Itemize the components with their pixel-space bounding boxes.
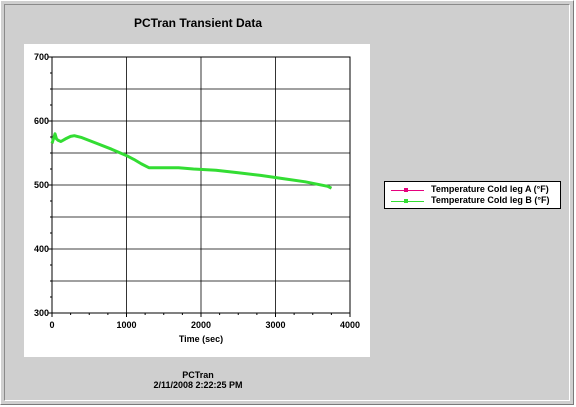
window-inner-bevel (4, 4, 570, 401)
x-tick-label: 0 (49, 320, 54, 330)
x-tick-label: 2000 (191, 320, 211, 330)
y-tick-label: 300 (34, 308, 49, 318)
x-tick-label: 3000 (265, 320, 285, 330)
footer-app-name: PCTran (182, 370, 214, 380)
footer-timestamp: 2/11/2008 2:22:25 PM (153, 380, 243, 390)
legend-item-b: Temperature Cold leg B (°F) (385, 195, 560, 207)
y-tick-label: 500 (34, 180, 49, 190)
x-tick-label: 4000 (340, 320, 360, 330)
x-tick-label: 1000 (116, 320, 136, 330)
legend-marker-a (404, 188, 408, 192)
legend-label-b: Temperature Cold leg B (°F) (431, 195, 550, 205)
y-tick-label: 700 (34, 52, 49, 62)
legend-marker-b (404, 199, 408, 203)
y-tick-label: 400 (34, 244, 49, 254)
chart-title: PCTran Transient Data (133, 16, 263, 30)
x-axis-label: Time (sec) (179, 334, 223, 344)
y-tick-label: 600 (34, 116, 49, 126)
plot-background (24, 44, 370, 357)
legend-item-a: Temperature Cold leg A (°F) (385, 184, 560, 196)
series-line-cold-leg-b (50, 132, 333, 190)
legend-label-a: Temperature Cold leg A (°F) (431, 184, 549, 194)
chart-legend: Temperature Cold leg A (°F) Temperature … (384, 181, 561, 209)
